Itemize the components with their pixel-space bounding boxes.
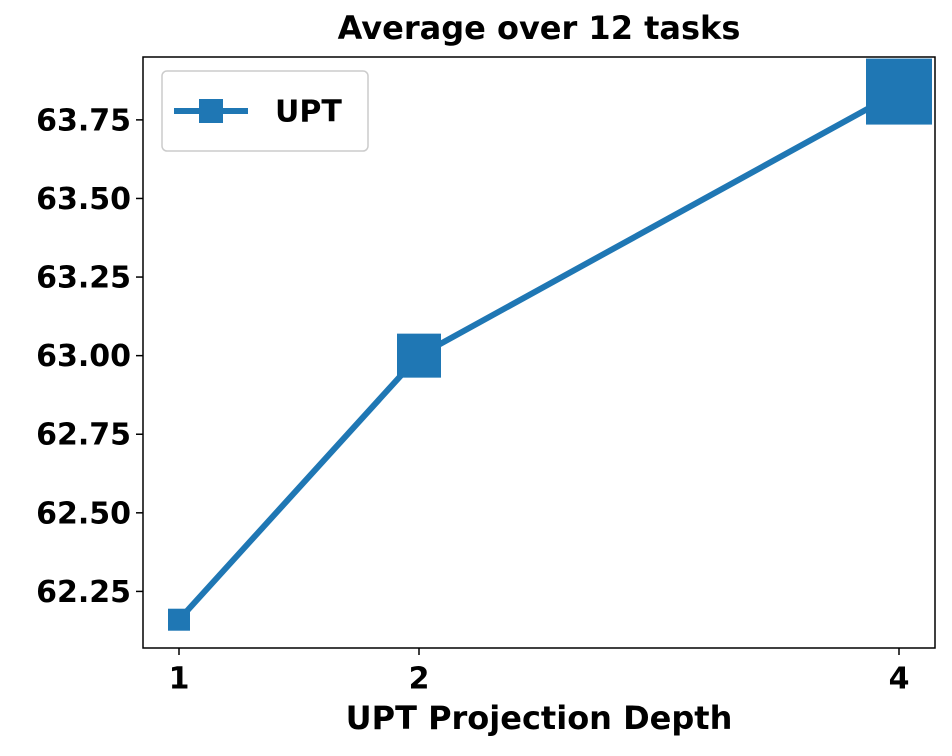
series-line: [176, 88, 901, 622]
y-tick-label: 63.75: [36, 103, 131, 138]
plot-frame: [142, 56, 936, 649]
legend-box: [161, 70, 369, 152]
y-tick-label: 62.75: [36, 418, 131, 453]
plot-area: [168, 58, 932, 631]
marker: [397, 333, 441, 378]
legend-marker: [199, 99, 223, 123]
x-axis-label: UPT Projection Depth: [346, 699, 733, 737]
legend-label: UPT: [275, 95, 342, 130]
y-tick-label: 63.25: [36, 261, 131, 296]
x-tick-label: 2: [409, 662, 430, 697]
y-tick-label: 63.50: [36, 182, 131, 217]
y-tick-label: 62.25: [36, 575, 131, 610]
x-tick-label: 4: [889, 662, 910, 697]
y-tick-label: 62.50: [36, 496, 131, 531]
marker: [866, 58, 932, 125]
x-tick-label: 1: [169, 662, 190, 697]
chart-title: Average over 12 tasks: [338, 9, 741, 47]
y-tick-label: 63.00: [36, 339, 131, 374]
marker: [168, 608, 190, 631]
